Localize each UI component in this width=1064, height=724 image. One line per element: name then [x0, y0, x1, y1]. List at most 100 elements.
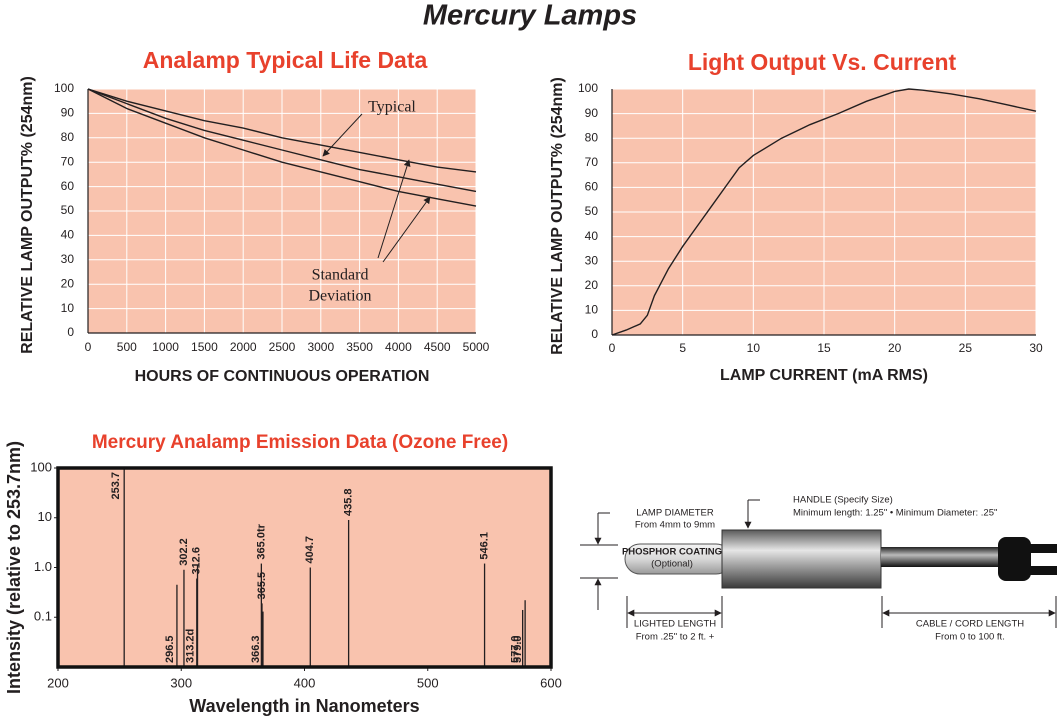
annotation-arrows: [322, 113, 431, 263]
annotation: Typical: [368, 99, 416, 116]
y-tick-label: 80: [61, 130, 75, 144]
annotation: Standard: [312, 267, 369, 284]
y-tick-label: 0: [67, 325, 74, 339]
y-tick-label: 100: [54, 81, 74, 95]
chart-title: Light Output Vs. Current: [688, 49, 957, 75]
y-tick-label: 50: [585, 204, 599, 218]
x-tick-label: 300: [170, 675, 192, 690]
x-tick-label: 20: [888, 341, 902, 355]
x-tick-label: 4500: [424, 340, 451, 354]
emission-label: 404.7: [304, 536, 316, 564]
cable-length-range: From 0 to 100 ft.: [935, 632, 1005, 643]
y-tick-label: 0.1: [34, 609, 52, 624]
line-series: [87, 88, 477, 207]
y-tick-label: 10: [585, 303, 599, 317]
plot-frame: [56, 466, 553, 669]
emission-label: 366.3: [250, 635, 262, 663]
x-tick-label: 25: [959, 341, 973, 355]
y-tick-label: 40: [585, 229, 599, 243]
y-tick-label: 40: [61, 228, 75, 242]
x-tick-label: 15: [817, 341, 831, 355]
y-tick-label: 70: [61, 154, 75, 168]
emission-label: 253.7: [110, 472, 122, 500]
y-tick-label: 90: [585, 106, 599, 120]
coating-label: PHOSPHOR COATING: [622, 547, 722, 558]
line-series: [611, 88, 1037, 336]
x-tick-label: 1000: [152, 340, 179, 354]
y-tick-label: 100: [30, 459, 52, 474]
arrow: [377, 159, 411, 259]
y-tick-label: 10: [61, 301, 75, 315]
emission-label: 435.8: [343, 488, 355, 516]
y-axis-label: Intensity (relative to 253.7nm): [4, 441, 24, 694]
x-tick-label: 0: [85, 340, 92, 354]
cable-length-label: CABLE / CORD LENGTH: [916, 619, 1024, 630]
y-tick-label: 20: [61, 276, 75, 290]
y-axis-label: RELATIVE LAMP OUTPUT% (254nm): [549, 77, 566, 355]
lighted-length-range: From .25" to 2 ft. +: [636, 632, 715, 643]
emission-label: 579.0: [512, 635, 524, 663]
chart-title: Analamp Typical Life Data: [143, 47, 428, 73]
emission-label: 365.0tr: [255, 523, 267, 559]
x-tick-label: 2000: [230, 340, 257, 354]
x-tick-label: 200: [47, 675, 69, 690]
x-tick-label: 500: [117, 340, 137, 354]
x-tick-label: 2500: [269, 340, 296, 354]
x-tick-label: 1500: [191, 340, 218, 354]
y-tick-label: 90: [61, 106, 75, 120]
handle-label: HANDLE (Specify Size): [793, 495, 893, 506]
annotation: Deviation: [308, 288, 371, 305]
chart: Light Output Vs. Current LAMP CURRENT (mA…: [549, 49, 1043, 384]
y-tick-label: 0: [591, 327, 598, 341]
chart: Analamp Typical Life Data HOURS OF CONTIN…: [19, 47, 489, 385]
y-tick-label: 70: [585, 155, 599, 169]
emission-label: 546.1: [478, 532, 490, 560]
chart: Mercury Analamp Emission Data (Ozone Fre…: [4, 432, 562, 716]
y-tick-label: 20: [585, 278, 599, 292]
x-tick-label: 0: [609, 341, 616, 355]
emission-label: 312.6: [191, 547, 203, 575]
y-tick-label: 60: [61, 179, 75, 193]
plot-area: [58, 468, 551, 667]
lighted-length-label: LIGHTED LENGTH: [634, 619, 716, 630]
x-tick-label: 3500: [346, 340, 373, 354]
x-tick-label: 4000: [385, 340, 412, 354]
lamp-diameter-range: From 4mm to 9mm: [635, 520, 715, 531]
y-tick-label: 30: [585, 253, 599, 267]
y-tick-label: 80: [585, 130, 599, 144]
x-tick-label: 3000: [307, 340, 334, 354]
plug-prong: [1029, 544, 1057, 553]
x-tick-label: 30: [1029, 341, 1043, 355]
emission-label: 365.5: [256, 572, 268, 600]
x-tick-label: 5: [679, 341, 686, 355]
lamp-diagram: PHOSPHOR COATING (Optional) LAMP DIAMETE…: [580, 495, 1057, 643]
x-tick-label: 400: [294, 675, 316, 690]
line-series: [87, 88, 477, 173]
y-tick-label: 30: [61, 252, 75, 266]
emission-label: 313.2d: [184, 629, 196, 663]
cable: [881, 547, 1002, 567]
y-tick-label: 10: [38, 509, 52, 524]
y-tick-label: 60: [585, 180, 599, 194]
emission-label: 302.2: [178, 538, 190, 566]
plug: [998, 537, 1031, 581]
x-axis-label: LAMP CURRENT (mA RMS): [720, 367, 928, 384]
x-tick-label: 600: [540, 675, 562, 690]
plug-prong: [1029, 566, 1057, 575]
arrow: [382, 196, 431, 263]
y-axis-label: RELATIVE LAMP OUTPUT% (254nm): [19, 76, 36, 354]
x-tick-label: 5000: [463, 340, 490, 354]
coating-note: (Optional): [651, 559, 693, 570]
y-tick-label: 100: [578, 81, 598, 95]
emission-label: 296.5: [164, 635, 176, 663]
y-tick-label: 1.0: [34, 559, 52, 574]
page-title: Mercury Lamps: [423, 0, 637, 32]
lamp-diameter-label: LAMP DIAMETER: [636, 508, 714, 519]
x-tick-label: 500: [417, 675, 439, 690]
emission-label: 577.0: [510, 635, 522, 663]
arrow: [322, 113, 363, 157]
y-tick-label: 50: [61, 203, 75, 217]
x-axis-label: Wavelength in Nanometers: [189, 696, 419, 716]
